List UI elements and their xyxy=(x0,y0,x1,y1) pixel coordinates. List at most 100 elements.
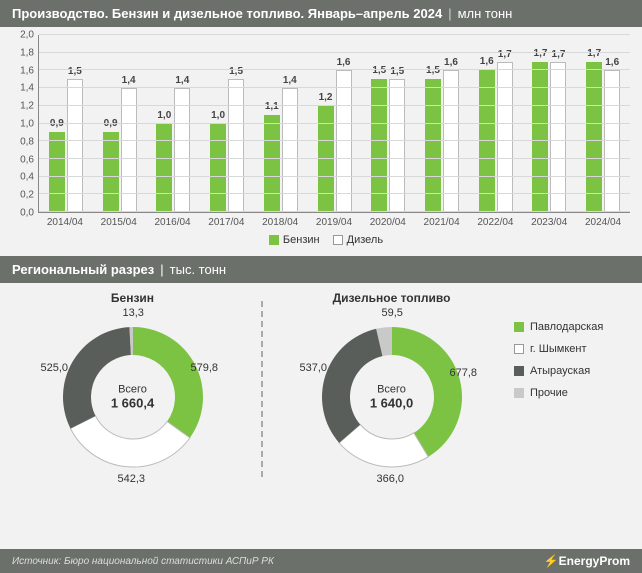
slice-label-other: 59,5 xyxy=(382,307,403,319)
x-label: 2014/04 xyxy=(38,213,92,228)
y-tick: 1,4 xyxy=(20,83,34,94)
donut-dizel-chart: Всего 1 640,0 677,8366,0537,059,5 xyxy=(302,307,482,487)
donut-section: Бензин Всего 1 660,4 579,8542,3525,013,3… xyxy=(0,283,642,491)
bar-group: 1,01,5 xyxy=(200,35,254,212)
y-tick: 2,0 xyxy=(20,30,34,41)
bar-dizel: 1,5 xyxy=(389,79,405,212)
bar-chart: 0,00,20,40,60,81,01,21,41,61,82,0 0,91,5… xyxy=(0,27,642,256)
x-label: 2024/04 xyxy=(576,213,630,228)
bar-value-label: 1,6 xyxy=(444,57,458,68)
bar-benzin: 1,0 xyxy=(156,124,172,213)
bar-value-label: 0,9 xyxy=(50,118,64,129)
bar-benzin: 1,7 xyxy=(532,62,548,212)
bar-dizel: 1,7 xyxy=(497,62,513,212)
slice-label-shymkent: 542,3 xyxy=(118,473,146,485)
chart-title: Производство. Бензин и дизельное топливо… xyxy=(12,6,442,21)
y-tick: 0,0 xyxy=(20,208,34,219)
legend-swatch-dizel xyxy=(333,235,343,245)
y-tick: 1,8 xyxy=(20,47,34,58)
donut-benzin-center: Всего 1 660,4 xyxy=(111,384,154,411)
x-label: 2023/04 xyxy=(522,213,576,228)
bar-value-label: 1,7 xyxy=(552,49,566,60)
x-label: 2016/04 xyxy=(146,213,200,228)
donut-dizel-center: Всего 1 640,0 xyxy=(370,384,413,411)
legend-atyrau: Атырауская xyxy=(514,365,632,377)
bar-group: 0,91,5 xyxy=(39,35,93,212)
bar-group: 1,61,7 xyxy=(469,35,523,212)
x-label: 2017/04 xyxy=(199,213,253,228)
bar-value-label: 1,6 xyxy=(605,57,619,68)
bar-benzin: 1,1 xyxy=(264,115,280,212)
slice-label-pavlodar: 677,8 xyxy=(450,367,478,379)
swatch-icon xyxy=(514,366,524,376)
chart-unit: млн тонн xyxy=(458,6,513,21)
y-tick: 1,2 xyxy=(20,101,34,112)
x-label: 2015/04 xyxy=(92,213,146,228)
bar-dizel: 1,7 xyxy=(550,62,566,212)
x-label: 2019/04 xyxy=(307,213,361,228)
bar-value-label: 1,2 xyxy=(319,92,333,103)
bar-benzin: 0,9 xyxy=(49,132,65,212)
donut-benzin: Бензин Всего 1 660,4 579,8542,3525,013,3 xyxy=(10,291,255,487)
chart-header: Производство. Бензин и дизельное топливо… xyxy=(0,0,642,27)
footer: Источник: Бюро национальной статистики А… xyxy=(0,549,642,573)
bar-value-label: 1,6 xyxy=(337,57,351,68)
bar-dizel: 1,6 xyxy=(604,70,620,212)
bolt-icon: ⚡ xyxy=(544,554,559,568)
legend-other: Прочие xyxy=(514,387,632,399)
bar-legend: Бензин Дизель xyxy=(12,228,630,252)
bar-value-label: 1,4 xyxy=(283,75,297,86)
slice-label-atyrau: 525,0 xyxy=(41,362,69,374)
swatch-icon xyxy=(514,322,524,332)
bar-group: 1,1 1,4 xyxy=(254,35,308,212)
bar-dizel: 1,5 xyxy=(228,79,244,212)
legend-label-dizel: Дизель xyxy=(347,234,383,246)
y-axis: 0,00,20,40,60,81,01,21,41,61,82,0 xyxy=(12,35,38,213)
donut-benzin-chart: Всего 1 660,4 579,8 542,3 525,0 13,3 xyxy=(43,307,223,487)
bar-benzin: 1,0 xyxy=(210,124,226,213)
y-tick: 1,6 xyxy=(20,65,34,76)
y-tick: 0,6 xyxy=(20,154,34,165)
bar-group: 1,51,6 xyxy=(415,35,469,212)
donut-dizel-title: Дизельное топливо xyxy=(269,291,514,305)
brand-logo: ⚡EnergyProm xyxy=(544,554,630,568)
x-label: 2018/04 xyxy=(253,213,307,228)
y-tick: 0,8 xyxy=(20,136,34,147)
x-axis: 2014/042015/042016/042017/042018/042019/… xyxy=(38,213,630,228)
bar-dizel: 1,6 xyxy=(443,70,459,212)
section2-unit: тыс. тонн xyxy=(170,262,226,277)
bar-value-label: 1,0 xyxy=(157,110,171,121)
bar-group: 1,71,6 xyxy=(576,35,630,212)
slice-label-other: 13,3 xyxy=(123,307,144,319)
pie-legend: Павлодарская г. Шымкент Атырауская Прочи… xyxy=(514,291,632,409)
y-tick: 1,0 xyxy=(20,119,34,130)
legend-swatch-benzin xyxy=(269,235,279,245)
swatch-icon xyxy=(514,344,524,354)
x-label: 2021/04 xyxy=(415,213,469,228)
plot-area: 0,91,50,91,41,01,41,01,51,11,41,21,61,51… xyxy=(38,35,630,213)
legend-shymkent: г. Шымкент xyxy=(514,343,632,355)
bar-value-label: 1,1 xyxy=(265,101,279,112)
source-text: Источник: Бюро национальной статистики А… xyxy=(12,556,274,567)
bar-group: 1,0 1,4 xyxy=(146,35,200,212)
infographic: Производство. Бензин и дизельное топливо… xyxy=(0,0,642,573)
slice-label-pavlodar: 579,8 xyxy=(191,362,219,374)
legend-pavlodar: Павлодарская xyxy=(514,321,632,333)
bar-benzin: 1,5 xyxy=(371,79,387,212)
donut-slice-atyrau xyxy=(63,327,131,428)
bar-value-label: 0,9 xyxy=(104,118,118,129)
section2-title: Региональный разрез xyxy=(12,262,154,277)
swatch-icon xyxy=(514,388,524,398)
bar-value-label: 1,7 xyxy=(587,48,601,59)
bar-value-label: 1,4 xyxy=(122,75,136,86)
bar-benzin: 1,7 xyxy=(586,62,602,212)
bar-benzin: 0,9 xyxy=(103,132,119,212)
x-label: 2020/04 xyxy=(361,213,415,228)
bar-value-label: 1,4 xyxy=(175,75,189,86)
section2-header: Региональный разрез | тыс. тонн xyxy=(0,256,642,283)
bar-benzin: 1,6 xyxy=(479,70,495,212)
bar-value-label: 1,5 xyxy=(390,66,404,77)
y-tick: 0,2 xyxy=(20,190,34,201)
bar-value-label: 1,6 xyxy=(480,56,494,67)
donut-divider xyxy=(261,301,263,477)
